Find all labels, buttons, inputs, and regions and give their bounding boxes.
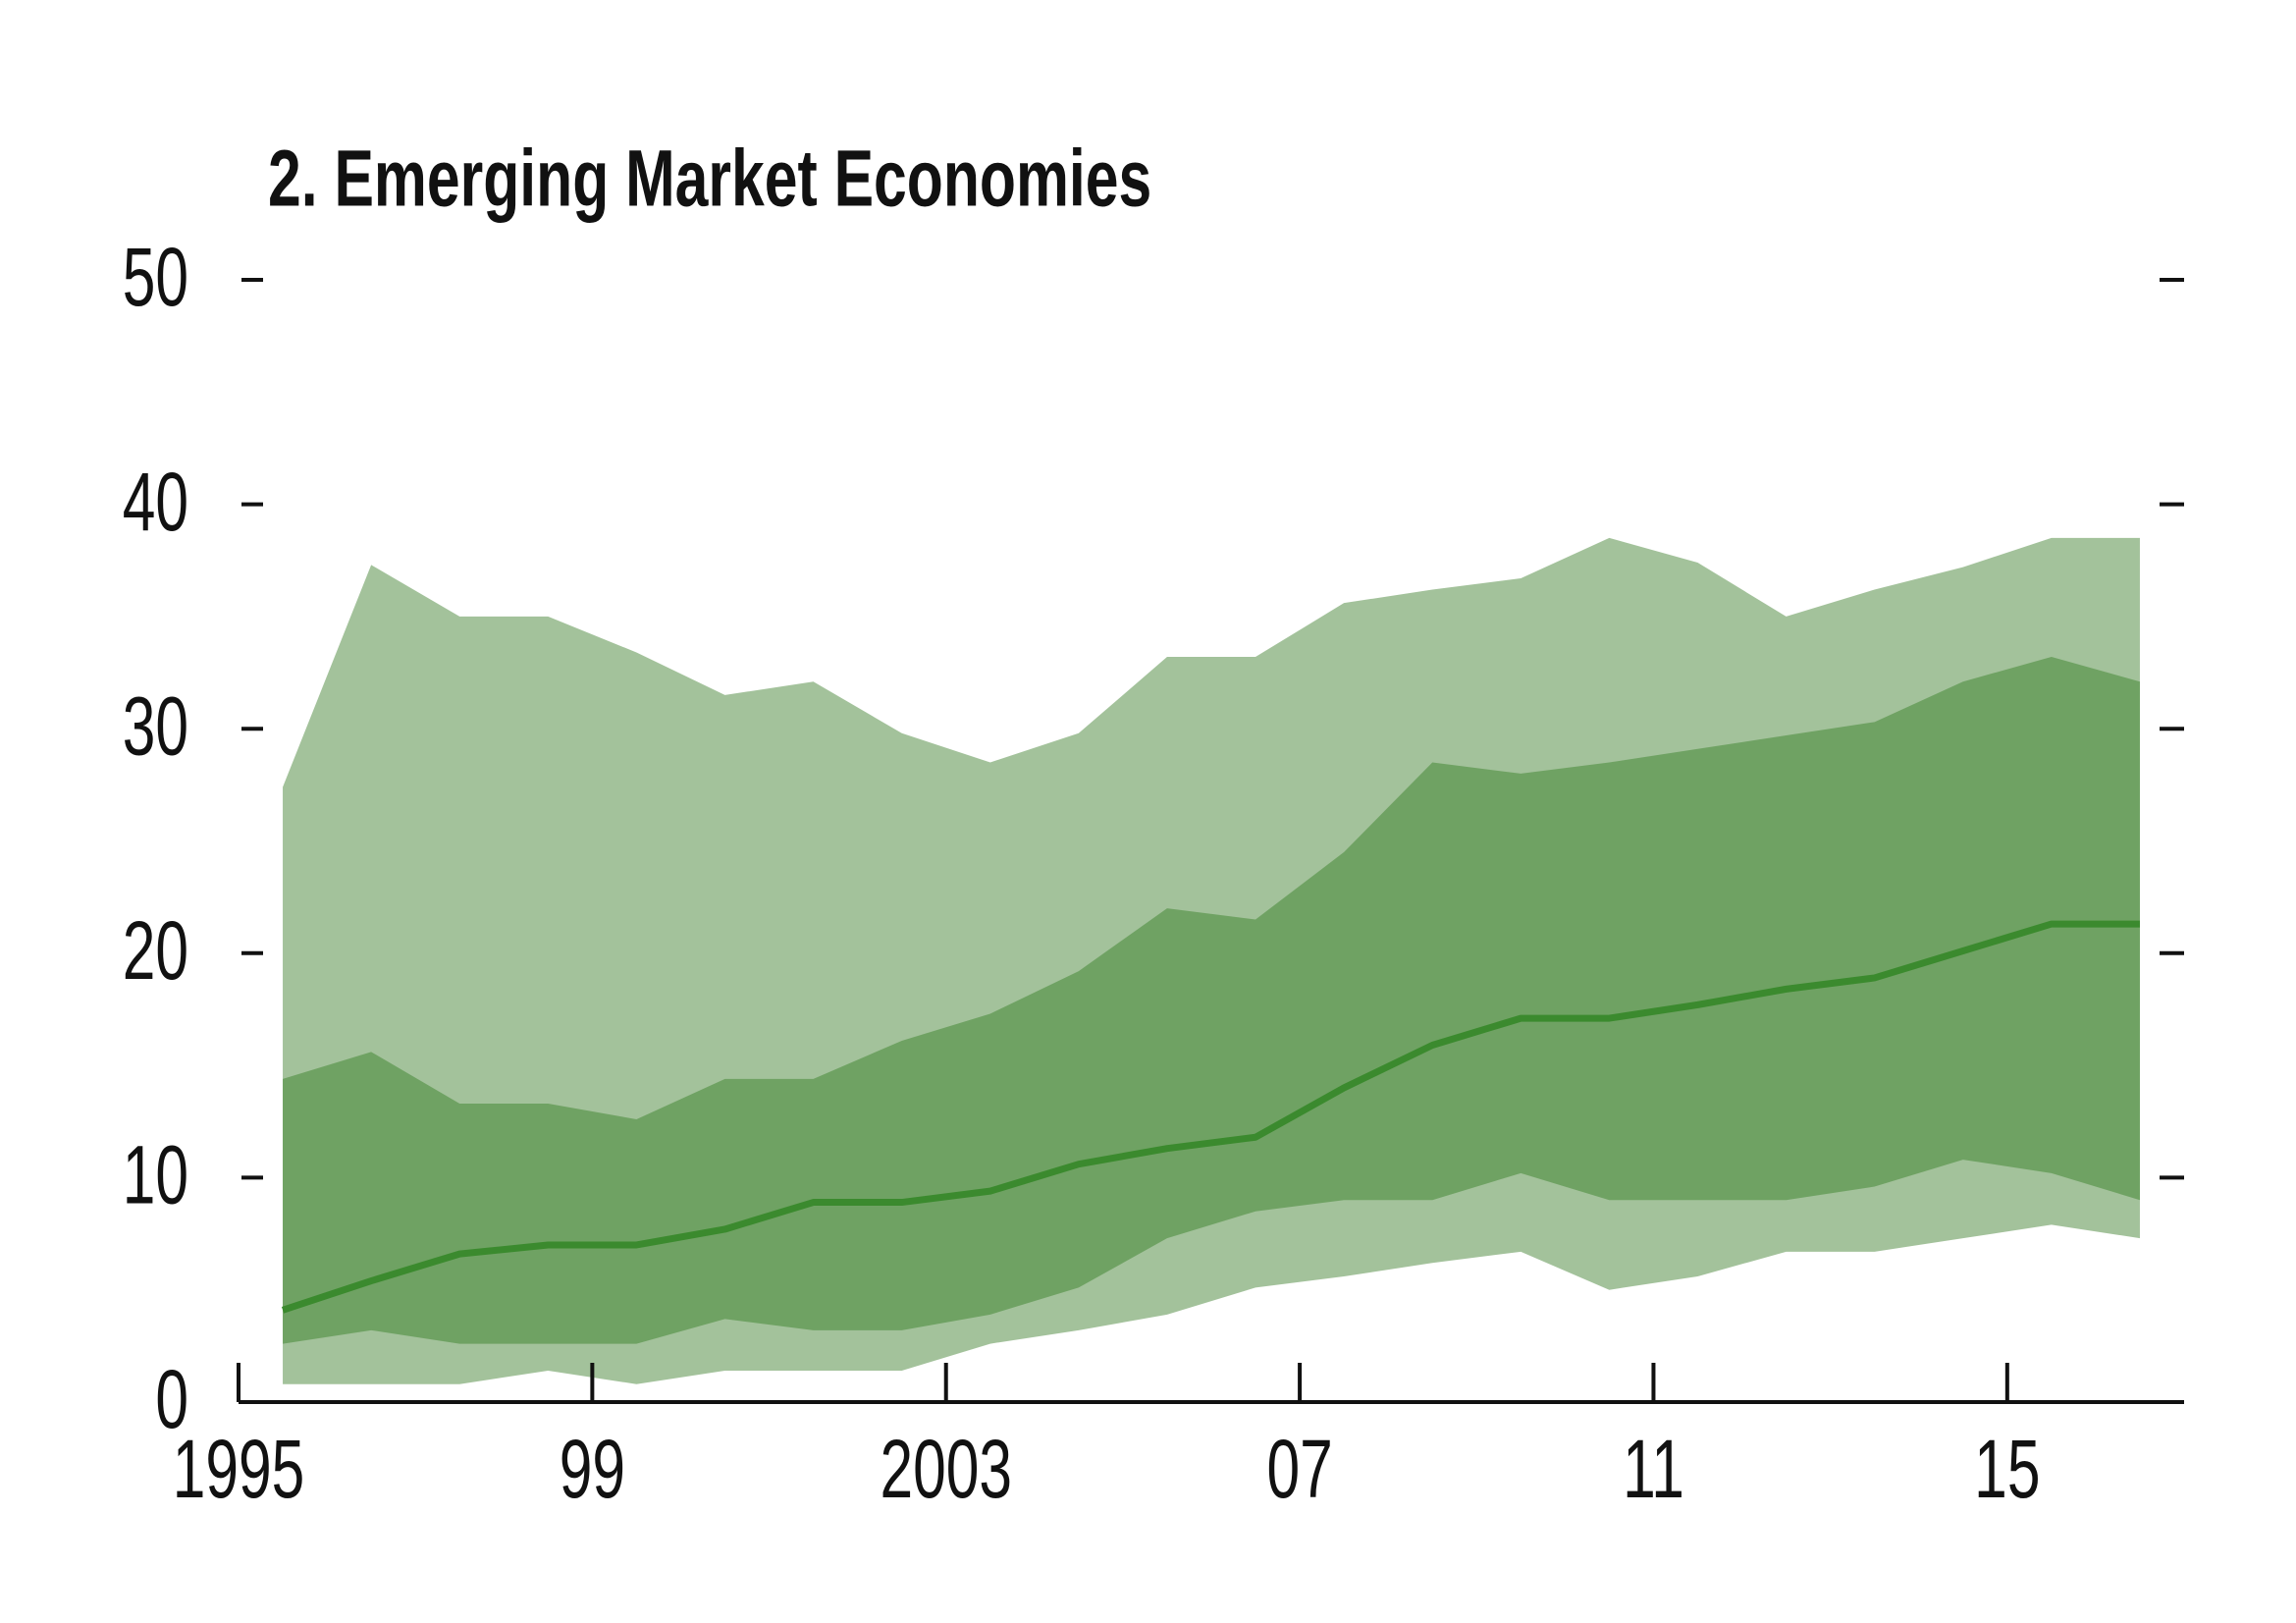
- x-tick-label: 11: [1623, 1423, 1684, 1515]
- y-tick-label: 0: [155, 1353, 188, 1445]
- chart-title: 2. Emerging Market Economies: [268, 135, 1151, 224]
- band-area: [283, 657, 2140, 1344]
- x-tick-label: 07: [1266, 1423, 1332, 1515]
- y-tick-label: 20: [123, 904, 188, 997]
- y-tick-label: 10: [123, 1129, 188, 1221]
- median-line: [281, 920, 2140, 1314]
- x-tick-label: 99: [560, 1423, 625, 1515]
- y-tick-label: 40: [123, 456, 188, 548]
- y-tick-label: 30: [123, 680, 188, 773]
- x-tick-label: 15: [1974, 1423, 2040, 1515]
- x-tick-label: 1995: [173, 1423, 305, 1515]
- x-tick-label: 2003: [880, 1423, 1012, 1515]
- y-tick-label: 50: [123, 231, 188, 323]
